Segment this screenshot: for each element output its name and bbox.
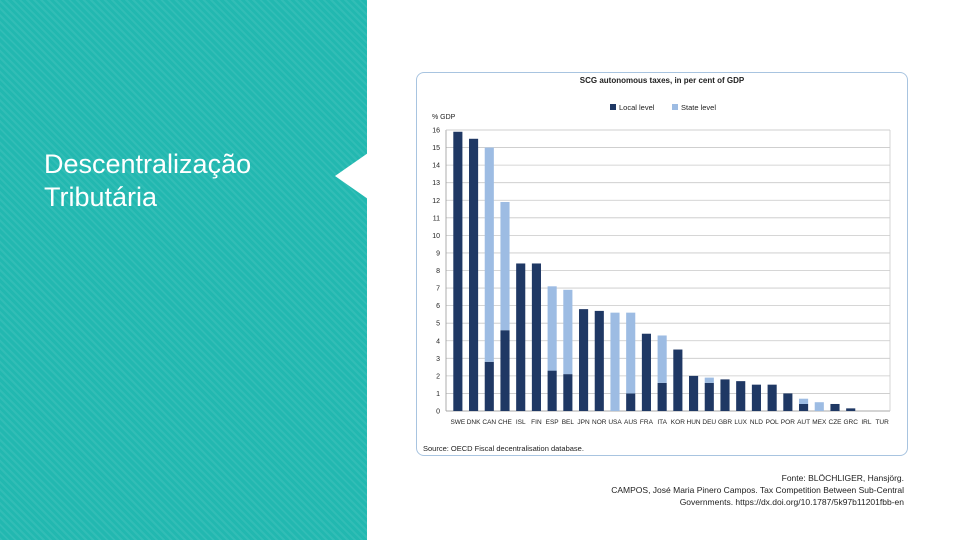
x-tick-label: HUN <box>687 419 701 426</box>
bar-hun-local-level <box>689 375 699 411</box>
x-tick-label: IRL <box>861 419 872 426</box>
bar-isl-local-level <box>516 263 526 411</box>
y-tick-label: 10 <box>432 233 440 240</box>
y-tick-label: 12 <box>432 198 440 205</box>
x-tick-label: ISL <box>516 419 526 426</box>
legend-swatch-local-level <box>610 104 616 110</box>
slide-title: Descentralização Tributária <box>44 148 334 214</box>
bar-gbr-local-level <box>720 379 730 411</box>
legend-swatch-state-level <box>672 104 678 110</box>
bar-che-local-level <box>500 330 510 411</box>
citation: Fonte: BLÖCHLIGER, Hansjörg. CAMPOS, Jos… <box>524 472 904 508</box>
citation-line-1: Fonte: BLÖCHLIGER, Hansjörg. <box>781 473 904 483</box>
panel-notch <box>335 153 368 199</box>
bar-ita-local-level <box>657 382 667 411</box>
y-tick-label: 11 <box>433 215 440 222</box>
bar-mex-state-level <box>814 402 824 411</box>
bar-nld-local-level <box>751 384 761 411</box>
bar-por-local-level <box>783 393 793 411</box>
bar-usa-state-level <box>610 312 620 411</box>
y-tick-label: 15 <box>432 145 440 152</box>
bar-aut-local-level <box>799 403 809 411</box>
bar-deu-state-level <box>704 377 714 383</box>
x-tick-label: CAN <box>482 419 496 426</box>
x-tick-label: JPN <box>577 419 590 426</box>
bar-cze-local-level <box>830 403 840 411</box>
slide-title-line-2: Tributária <box>44 182 158 212</box>
x-tick-label: LUX <box>734 419 747 426</box>
citation-line-3: Governments. https://dx.doi.org/10.1787/… <box>679 497 904 507</box>
title-panel <box>0 0 367 540</box>
y-tick-label: 1 <box>436 391 440 398</box>
bar-swe-local-level <box>453 131 463 411</box>
x-tick-label: GRC <box>843 419 858 426</box>
x-tick-label: USA <box>608 419 622 426</box>
x-tick-label: CZE <box>829 419 843 426</box>
legend-label: Local level <box>619 103 655 112</box>
bar-kor-local-level <box>673 349 683 411</box>
bar-aus-state-level <box>626 312 636 394</box>
y-tick-label: 0 <box>436 409 440 416</box>
chart-title: SCG autonomous taxes, in per cent of GDP <box>580 76 745 85</box>
x-tick-label: NOR <box>592 419 607 426</box>
y-axis-label: % GDP <box>432 114 456 121</box>
bar-bel-local-level <box>563 374 573 411</box>
y-tick-label: 5 <box>436 321 440 328</box>
legend-label: State level <box>681 103 716 112</box>
y-tick-label: 2 <box>436 373 440 380</box>
x-tick-label: ESP <box>546 419 559 426</box>
x-tick-label: FIN <box>531 419 542 426</box>
y-tick-label: 9 <box>436 250 440 257</box>
bar-pol-local-level <box>767 384 777 411</box>
y-tick-label: 7 <box>436 286 440 293</box>
x-tick-label: CHE <box>498 419 512 426</box>
bar-jpn-local-level <box>579 309 589 411</box>
x-tick-label: DNK <box>467 419 481 426</box>
bar-aus-local-level <box>626 393 636 411</box>
bar-esp-state-level <box>547 286 557 371</box>
y-tick-label: 16 <box>432 128 440 135</box>
y-tick-label: 13 <box>432 180 440 187</box>
x-tick-label: SWE <box>450 419 465 426</box>
bar-ita-state-level <box>657 335 667 383</box>
x-tick-label: FRA <box>640 419 654 426</box>
bar-chart: SCG autonomous taxes, in per cent of GDP… <box>432 76 891 426</box>
bar-can-local-level <box>484 361 494 411</box>
y-tick-label: 3 <box>436 356 440 363</box>
bar-che-state-level <box>500 202 510 331</box>
bar-esp-local-level <box>547 370 557 411</box>
x-tick-label: ITA <box>657 419 667 426</box>
y-tick-label: 4 <box>436 338 440 345</box>
x-tick-label: AUT <box>797 419 810 426</box>
bar-aut-state-level <box>799 398 809 404</box>
bar-bel-state-level <box>563 289 573 375</box>
bar-fin-local-level <box>531 263 541 411</box>
x-tick-label: DEU <box>702 419 716 426</box>
x-tick-label: NLD <box>750 419 763 426</box>
chart-source: Source: OECD Fiscal decentralisation dat… <box>423 444 584 453</box>
x-tick-label: GBR <box>718 419 732 426</box>
bar-can-state-level <box>484 147 494 362</box>
y-tick-label: 6 <box>436 303 440 310</box>
bar-dnk-local-level <box>469 138 479 411</box>
x-tick-label: TUR <box>875 419 889 426</box>
x-tick-label: AUS <box>624 419 638 426</box>
bar-fra-local-level <box>641 333 651 411</box>
x-tick-label: POR <box>781 419 795 426</box>
x-tick-label: POL <box>766 419 779 426</box>
slide-title-line-1: Descentralização <box>44 149 252 179</box>
x-tick-label: MEX <box>812 419 827 426</box>
citation-line-2: CAMPOS, José Maria Pinero Campos. Tax Co… <box>611 485 904 495</box>
bar-grc-local-level <box>846 408 856 411</box>
x-tick-label: BEL <box>562 419 575 426</box>
y-tick-label: 8 <box>436 268 440 275</box>
bar-lux-local-level <box>736 381 746 411</box>
y-tick-label: 14 <box>432 163 440 170</box>
bar-deu-local-level <box>704 382 714 411</box>
bar-nor-local-level <box>594 310 604 411</box>
x-tick-label: KOR <box>671 419 685 426</box>
